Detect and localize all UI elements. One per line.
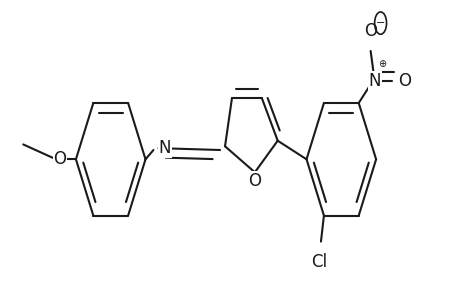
- Text: O: O: [53, 150, 67, 168]
- Text: O: O: [397, 72, 411, 90]
- Text: ⊕: ⊕: [378, 59, 386, 69]
- Text: N: N: [158, 139, 171, 157]
- Text: N: N: [368, 72, 380, 90]
- Text: O: O: [248, 172, 261, 190]
- Text: −: −: [375, 18, 385, 28]
- Text: Cl: Cl: [310, 253, 326, 271]
- Text: O: O: [364, 22, 376, 40]
